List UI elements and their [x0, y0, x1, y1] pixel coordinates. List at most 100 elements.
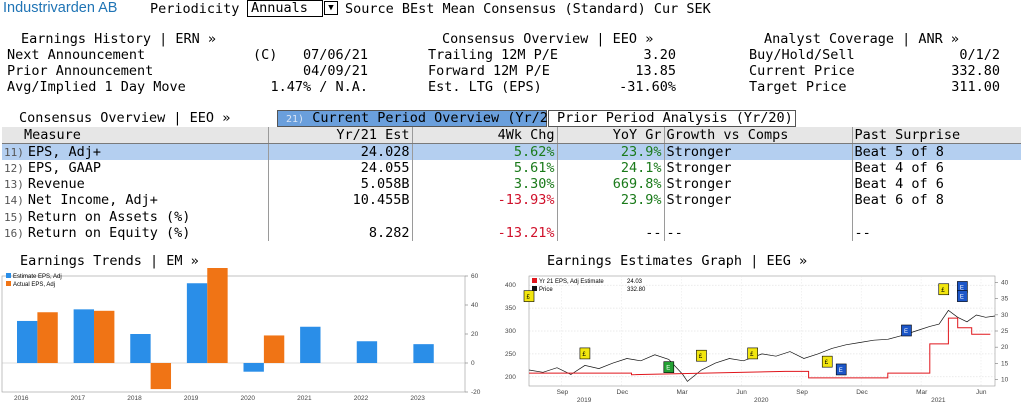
legend-swatch — [532, 278, 537, 283]
cell-growth: Stronger — [664, 192, 853, 209]
column-header-4wk-chg[interactable]: 4Wk Chg — [412, 127, 558, 144]
bar-actual — [207, 268, 228, 363]
tab-current-period[interactable]: 21) Current Period Overview (Yr/21) — [277, 110, 564, 127]
tab-prior-period[interactable]: Prior Period Analysis (Yr/20) — [548, 110, 796, 127]
row-number: 13) — [4, 178, 24, 192]
next-announcement-value: 07/06/21 — [302, 47, 368, 63]
buy-hold-sell-value: 0/1/2 — [959, 47, 1000, 63]
column-header-surprise[interactable]: Past Surprise — [852, 127, 1021, 144]
bar-actual — [150, 363, 172, 390]
event-marker — [663, 361, 675, 373]
tab-prior-label: Prior Period Analysis (Yr/20) — [557, 110, 793, 126]
cell-measure[interactable]: 15) Return on Assets (%) — [2, 208, 269, 225]
measure-label: Revenue — [27, 176, 85, 193]
cell-4wk-chg: -13.93% — [412, 192, 558, 209]
bar-estimate — [17, 320, 38, 363]
cell-4wk-chg — [412, 208, 558, 225]
trailing-pe-value: 3.20 — [643, 47, 676, 63]
analyst-coverage-link[interactable]: Analyst Coverage | ANR » — [764, 31, 960, 47]
column-header-measure[interactable]: Measure — [2, 127, 269, 144]
cell-measure[interactable]: 13) Revenue — [2, 176, 269, 193]
overview-section-link[interactable]: Consensus Overview | EEO » — [19, 110, 231, 126]
forward-pe-label: Forward 12M P/E — [428, 63, 550, 79]
table-row[interactable]: 11) EPS, Adj+ 24.028 5.62% 23.9% Stronger Beat… — [2, 143, 1021, 160]
cell-measure[interactable]: 16) Return on Equity (%) — [2, 224, 269, 241]
row-number: 14) — [4, 194, 24, 208]
consensus-overview-link[interactable]: Consensus Overview | EEO » — [442, 31, 654, 47]
cell-measure[interactable]: 12) EPS, GAAP — [2, 160, 269, 177]
column-header-yoy[interactable]: YoY Gr — [557, 127, 665, 144]
row-number: 16) — [4, 226, 24, 240]
chevron-down-icon[interactable]: ▼ — [324, 1, 338, 15]
event-marker-label: £ — [699, 354, 703, 360]
table-row[interactable]: 15) Return on Assets (%) — [2, 208, 1021, 225]
earnings-history-link[interactable]: Earnings History | ERN » — [21, 31, 217, 47]
row-number: 12) — [4, 162, 24, 176]
cell-yoy: 669.8% — [557, 176, 665, 193]
event-marker-label: £ — [582, 352, 586, 358]
earnings-estimates-chart[interactable]: 200 250 300 350 400 10 15 20 25 30 35 40 Sep Dec Mar Ju… — [503, 268, 1024, 404]
estimates-table: Measure Yr/21 Est 4Wk Chg YoY Gr Growth … — [2, 127, 1021, 241]
x-tick-label: 2016 — [14, 395, 29, 402]
cell-estimate: 8.282 — [268, 224, 413, 241]
x-tick-label: 2018 — [127, 395, 142, 402]
x-month-label: Jun — [736, 389, 747, 396]
cell-surprise: Beat 5 of 8 — [852, 143, 1021, 160]
right-tick-label: 35 — [1001, 296, 1009, 303]
earnings-trends-link[interactable]: Earnings Trends | EM » — [20, 253, 199, 269]
right-tick-label: 15 — [1001, 360, 1009, 367]
left-tick-label: 300 — [505, 328, 516, 335]
measure-label: Return on Equity (%) — [27, 224, 191, 241]
column-header-growth[interactable]: Growth vs Comps — [664, 127, 853, 144]
company-name[interactable]: Industrivarden AB — [3, 0, 118, 16]
legend-label: Yr 21 EPS, Adj Estimate — [539, 279, 604, 285]
ltg-label: Est. LTG (EPS) — [428, 79, 542, 95]
row-number: 15) — [4, 210, 24, 224]
x-tick-label: 2020 — [241, 395, 256, 402]
cell-measure[interactable]: 14) Net Income, Adj+ — [2, 192, 269, 209]
event-marker — [938, 283, 950, 296]
bar-estimate — [130, 334, 151, 363]
x-month-label: Mar — [676, 389, 688, 396]
cell-growth: Stronger — [664, 143, 853, 160]
table-row[interactable]: 12) EPS, GAAP 24.055 5.61% 24.1% Stronger Beat… — [2, 160, 1021, 177]
legend-label: Actual EPS, Adj — [13, 282, 55, 288]
tab-current-label: Current Period Overview (Yr/21) — [312, 110, 565, 126]
periodicity-select[interactable]: Annuals — [247, 0, 323, 17]
legend-label: Estimate EPS, Adj — [13, 274, 62, 280]
earnings-graph-link[interactable]: Earnings Estimates Graph | EEG » — [547, 253, 808, 269]
target-price-value: 311.00 — [951, 79, 1000, 95]
table-row[interactable]: 13) Revenue 5.058B 3.30% 669.8% Stronger Beat … — [2, 176, 1021, 193]
left-tick-label: 250 — [505, 351, 516, 358]
implied-move-value: 1.47% / N.A. — [270, 79, 368, 95]
measure-label: Return on Assets (%) — [27, 208, 191, 225]
event-marker-label: E — [839, 368, 843, 374]
x-month-label: Jun — [976, 389, 987, 396]
bar-estimate — [300, 326, 321, 363]
event-marker — [821, 355, 833, 368]
cell-estimate: 10.455B — [268, 192, 413, 209]
event-marker-label: E — [960, 285, 964, 291]
target-price-label: Target Price — [749, 79, 847, 95]
cell-surprise: Beat 4 of 6 — [854, 160, 944, 177]
measure-label: Net Income, Adj+ — [27, 192, 158, 209]
bar-actual — [263, 335, 285, 363]
earnings-trends-chart[interactable]: -20 0 20 40 60 2016 2017 2018 2019 2020 2021 2022 20… — [0, 268, 500, 404]
table-row[interactable]: 16) Return on Equity (%) 8.282 -13.21% -- -- -… — [2, 224, 1021, 241]
legend-value: 332.80 — [627, 287, 646, 293]
column-header-estimate[interactable]: Yr/21 Est — [268, 127, 413, 144]
x-month-label: Sep — [796, 389, 808, 396]
event-marker — [835, 363, 847, 376]
event-marker — [901, 324, 912, 337]
cell-measure[interactable]: 11) EPS, Adj+ — [2, 143, 269, 160]
x-year-label: 2019 — [577, 397, 592, 404]
cell-yoy — [557, 208, 665, 225]
source-text: Source BEst Mean Consensus (Standard) Cu… — [345, 1, 711, 17]
event-marker-label: E — [666, 366, 670, 372]
event-marker — [696, 349, 707, 362]
event-marker — [747, 347, 758, 360]
table-row[interactable]: 14) Net Income, Adj+ 10.455B -13.93% 23.9% St… — [2, 192, 1021, 209]
legend-value: 24.03 — [627, 279, 643, 285]
cell-yoy: -- — [557, 224, 665, 241]
event-marker — [957, 290, 968, 302]
